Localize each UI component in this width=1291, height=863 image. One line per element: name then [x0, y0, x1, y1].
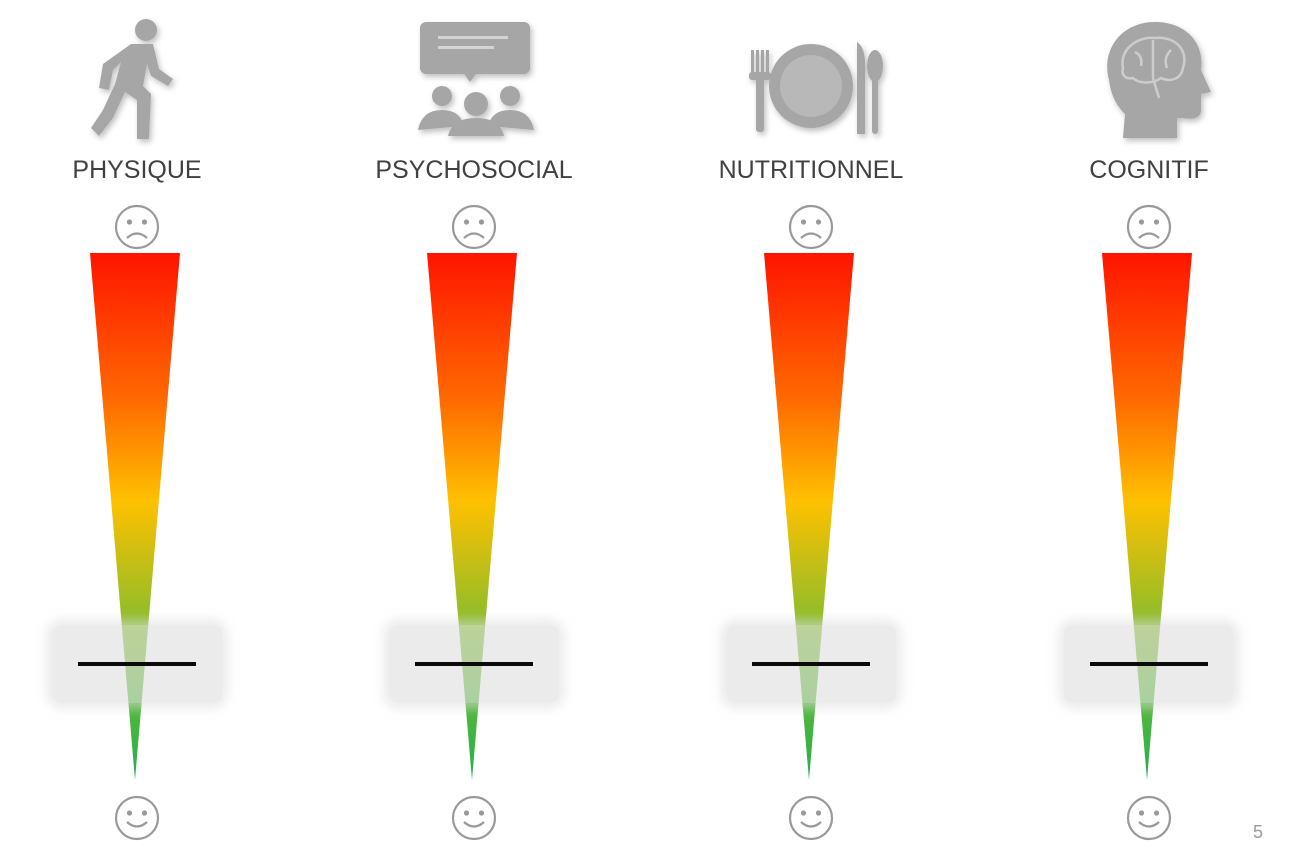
level-marker-line: [752, 662, 870, 667]
plate-cutlery-icon: [741, 14, 883, 140]
dimension-psychosocial: PSYCHOSOCIAL: [344, 0, 604, 863]
gauge-triangle: [1102, 250, 1196, 780]
walking-person-icon: [67, 14, 207, 140]
dimension-label: COGNITIF: [1089, 156, 1209, 184]
sad-face-icon: [1125, 203, 1173, 251]
dimension-physique: PHYSIQUE: [7, 0, 267, 863]
level-marker-line: [1090, 662, 1208, 667]
brain-head-icon: [1079, 14, 1219, 140]
happy-face-icon: [787, 794, 835, 842]
level-marker[interactable]: [52, 625, 222, 704]
happy-face-icon: [1125, 794, 1173, 842]
group-speech-icon: [404, 14, 544, 140]
page-number: 5: [1252, 822, 1263, 842]
dimension-label: PSYCHOSOCIAL: [375, 156, 573, 184]
dimension-cognitif: COGNITIF: [1019, 0, 1279, 863]
sad-face-icon: [113, 203, 161, 251]
level-marker[interactable]: [389, 625, 559, 704]
dimension-label: NUTRITIONNEL: [718, 156, 904, 184]
happy-face-icon: [113, 794, 161, 842]
sad-face-icon: [450, 203, 498, 251]
dimension-label: PHYSIQUE: [72, 156, 202, 184]
dimension-nutritionnel: NUTRITIONNEL: [681, 0, 941, 863]
happy-face-icon: [450, 794, 498, 842]
gauge-triangle: [90, 250, 184, 780]
gauge-triangle: [764, 250, 858, 780]
level-marker[interactable]: [1064, 625, 1234, 704]
sad-face-icon: [787, 203, 835, 251]
gauge-triangle: [427, 250, 521, 780]
level-marker-line: [78, 662, 196, 667]
level-marker[interactable]: [726, 625, 896, 704]
level-marker-line: [415, 662, 533, 667]
